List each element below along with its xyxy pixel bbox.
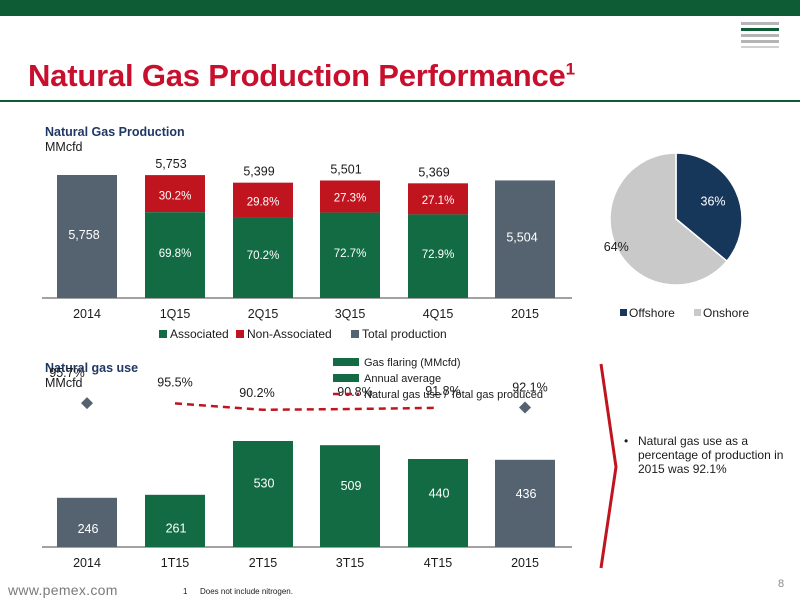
bar-non-associated [408,183,468,215]
bar-associated [320,212,380,298]
percentage-label: 91.8% [425,384,460,398]
bar-non-associated [320,180,380,213]
x-tick-label: 4T15 [424,556,453,570]
use-ratio-line [174,402,439,412]
x-tick-label: 2T15 [249,556,278,570]
legend-swatch [236,330,244,338]
legend-label: Total production [362,327,447,341]
percentage-label: 95.7% [49,366,84,380]
legend-label: Gas flaring (MMcfd) [364,357,461,369]
bar-total-label: 5,369 [418,165,449,179]
title-divider [0,100,800,102]
bar-value-label: 5,504 [506,231,537,245]
bar-gas-flaring [57,497,117,547]
footnote-text: Does not include nitrogen. [200,587,293,596]
annual-average-marker [81,397,93,410]
annual-average-marker [519,401,531,414]
bar-value-label: 5,758 [68,228,99,242]
bar-segment-label: 69.8% [159,248,192,260]
legend-swatch [694,309,701,316]
bar-segment-label: 27.1% [422,195,455,207]
legend-label: Natural gas use / Total gas produced [364,389,543,401]
x-tick-label: 3Q15 [335,307,366,321]
bar-non-associated [233,182,293,218]
page-title: Natural Gas Production Performance1 [28,58,575,93]
bullet-text: Natural gas use as a percentage of produ… [638,434,784,476]
footnote-number: 1 [183,587,188,596]
pemex-logo-icon [741,22,779,48]
bar-gas-flaring [233,441,293,547]
legend-label: Annual average [364,373,441,385]
bar-segment-label: 27.3% [334,193,367,205]
bar-gas-flaring [145,494,205,547]
pie-value-label: 64% [604,240,629,254]
production-share-pie-chart: 36% 64% Offshore Onshore [604,152,749,320]
bar-segment-label: 72.7% [334,248,367,260]
page-number: 8 [778,578,785,590]
gas-use-chart: 246 2014 261 1T15 530 2T15 509 3T15 440 4T15 436 20… [42,357,572,570]
x-tick-label: 2015 [511,556,539,570]
pie-slice-onshore [609,152,728,286]
bar-value-label: 261 [166,521,187,535]
legend-label: Non-Associated [247,327,332,341]
x-tick-label: 1Q15 [160,307,191,321]
bar-associated [408,214,468,298]
x-tick-label: 2014 [73,307,101,321]
legend-swatch [333,358,359,366]
bar-segment-label: 29.8% [247,196,280,208]
bar-gas-flaring [495,459,555,547]
bar-associated [145,212,205,298]
bar-segment-label: 70.2% [247,250,280,262]
use-chart-title: Natural gas use [45,361,139,375]
x-tick-label: 2014 [73,556,101,570]
production-chart-unit: MMcfd [45,140,83,154]
percentage-label: 90.2% [239,386,274,400]
x-tick-label: 2015 [511,307,539,321]
legend-swatch [159,330,167,338]
header-bar [0,0,800,16]
bar-total-label: 5,753 [155,157,186,171]
bar-value-label: 436 [516,487,537,501]
percentage-label: 95.5% [157,375,192,389]
legend-label: Onshore [703,306,749,320]
legend-swatch [351,330,359,338]
legend-label: Offshore [629,306,675,320]
bar-segment-label: 30.2% [159,190,192,202]
bullet-point: • [624,434,629,448]
bar-non-associated [145,175,205,213]
percentage-label: 90.8% [337,385,372,399]
x-tick-label: 4Q15 [423,307,454,321]
footer-url[interactable]: www.pemex.com [8,582,118,598]
x-tick-label: 3T15 [336,556,365,570]
bar-gas-flaring [408,459,468,547]
production-chart: 5,758 2014 30.2% 69.8% 5,753 1Q15 29.8% 70.2% 5,… [42,157,572,341]
bar-total-label: 5,399 [243,165,274,179]
bar-total-production [57,175,117,298]
bar-value-label: 530 [254,477,275,491]
legend-swatch [620,309,627,316]
bar-value-label: 440 [429,487,450,501]
x-tick-label: 1T15 [161,556,190,570]
legend-swatch [333,374,359,382]
bar-value-label: 246 [78,522,99,536]
percentage-label: 92.1% [512,380,547,394]
legend-label: Associated [170,327,229,341]
use-chart-unit: MMcfd [45,376,83,390]
x-tick-label: 2Q15 [248,307,279,321]
bar-total-production [495,180,555,298]
pie-slice-offshore [675,152,743,263]
bracket-shape [599,363,618,569]
bar-associated [233,217,293,298]
bar-gas-flaring [320,445,380,547]
pie-value-label: 36% [701,195,726,209]
bar-value-label: 509 [341,479,362,493]
bar-total-label: 5,501 [330,162,361,176]
production-chart-title: Natural Gas Production [45,125,185,139]
bar-segment-label: 72.9% [422,249,455,261]
